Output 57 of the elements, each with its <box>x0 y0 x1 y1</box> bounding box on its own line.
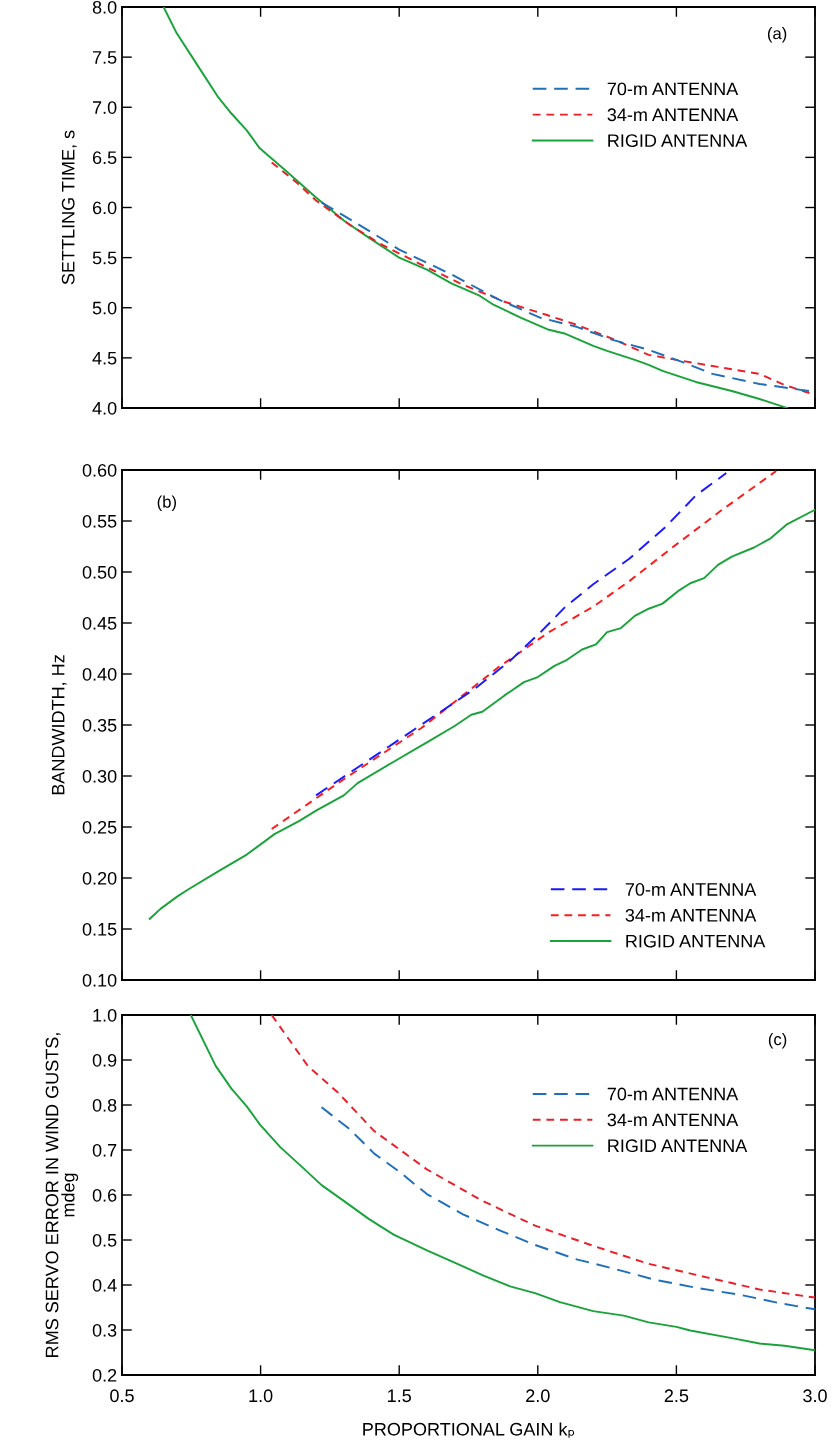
annotation: (b) <box>157 495 176 512</box>
legend-label: 34-m ANTENNA <box>607 108 739 122</box>
y-tick-label: 6.5 <box>92 151 117 165</box>
x-tick-label: 2.5 <box>664 1389 689 1403</box>
y-tick-label: 7.5 <box>92 51 117 64</box>
line-series <box>189 1015 815 1352</box>
line-series <box>162 7 789 408</box>
y-tick-label: 6.0 <box>92 201 117 215</box>
legend-label: RIGID ANTENNA <box>626 934 766 948</box>
y-tick-label: 0.4 <box>92 1278 117 1292</box>
y-tick-label: 0.50 <box>82 565 117 579</box>
legend-label: 70-m ANTENNA <box>607 82 739 96</box>
line-series <box>270 1015 815 1299</box>
y-tick-label: 0.5 <box>92 1233 117 1247</box>
line-series <box>315 472 728 797</box>
y-tick-label: 0.45 <box>82 616 117 630</box>
x-tick-label: 3.0 <box>803 1389 827 1403</box>
y-axis-title: BANDWIDTH, Hz <box>51 655 67 795</box>
y-tick-label: 0.8 <box>92 1098 117 1112</box>
y-tick-label: 0.35 <box>82 718 117 732</box>
y-tick-label: 1.0 <box>93 1008 117 1022</box>
legend-label: 70-m ANTENNA <box>625 883 757 896</box>
line-series <box>270 470 778 831</box>
x-tick-label: 2.0 <box>526 1389 550 1403</box>
annotation: (c) <box>768 1033 787 1049</box>
y-tick-label: 0.9 <box>92 1053 117 1067</box>
y-tick-label: 0.20 <box>82 871 117 885</box>
x-tick-label: 1.5 <box>388 1389 411 1403</box>
y-tick-label: 0.15 <box>82 922 117 936</box>
y-tick-label: 0.30 <box>82 769 117 783</box>
y-tick-label: 0.3 <box>92 1323 117 1337</box>
y-tick-label: 0.6 <box>92 1188 117 1202</box>
annotation: (a) <box>767 27 787 43</box>
x-axis-title: PROPORTIONAL GAIN kₚ <box>363 1422 575 1438</box>
y-tick-label: 0.60 <box>82 463 117 477</box>
y-tick-label: 0.25 <box>82 820 117 834</box>
legend-label: RIGID ANTENNA <box>608 134 748 147</box>
legend-label: RIGID ANTENNA <box>608 1139 748 1153</box>
y-tick-label: 8.0 <box>92 0 117 14</box>
y-tick-label: 4.0 <box>92 401 117 415</box>
y-tick-label: 5.0 <box>92 301 117 315</box>
x-tick-label: 1.0 <box>249 1389 273 1403</box>
legend-label: 34-m ANTENNA <box>607 1113 739 1127</box>
legend-label: 34-m ANTENNA <box>625 908 757 922</box>
legend-label: 70-m ANTENNA <box>607 1087 739 1101</box>
y-tick-label: 0.55 <box>82 514 117 528</box>
y-tick-label: 0.40 <box>82 667 117 681</box>
y-axis-title: RMS SERVO ERROR IN WIND GUSTS, mdeg <box>45 1033 79 1357</box>
y-tick-label: 5.5 <box>92 251 117 265</box>
x-tick-label: 0.5 <box>110 1389 134 1403</box>
y-tick-label: 0.10 <box>82 973 117 987</box>
y-tick-label: 4.5 <box>92 352 117 365</box>
y-tick-label: 0.2 <box>92 1368 117 1382</box>
y-tick-label: 0.7 <box>92 1143 117 1157</box>
y-axis-title: SETTLING TIME, s <box>61 130 77 285</box>
line-series <box>320 1106 815 1311</box>
y-tick-label: 7.0 <box>92 101 117 114</box>
